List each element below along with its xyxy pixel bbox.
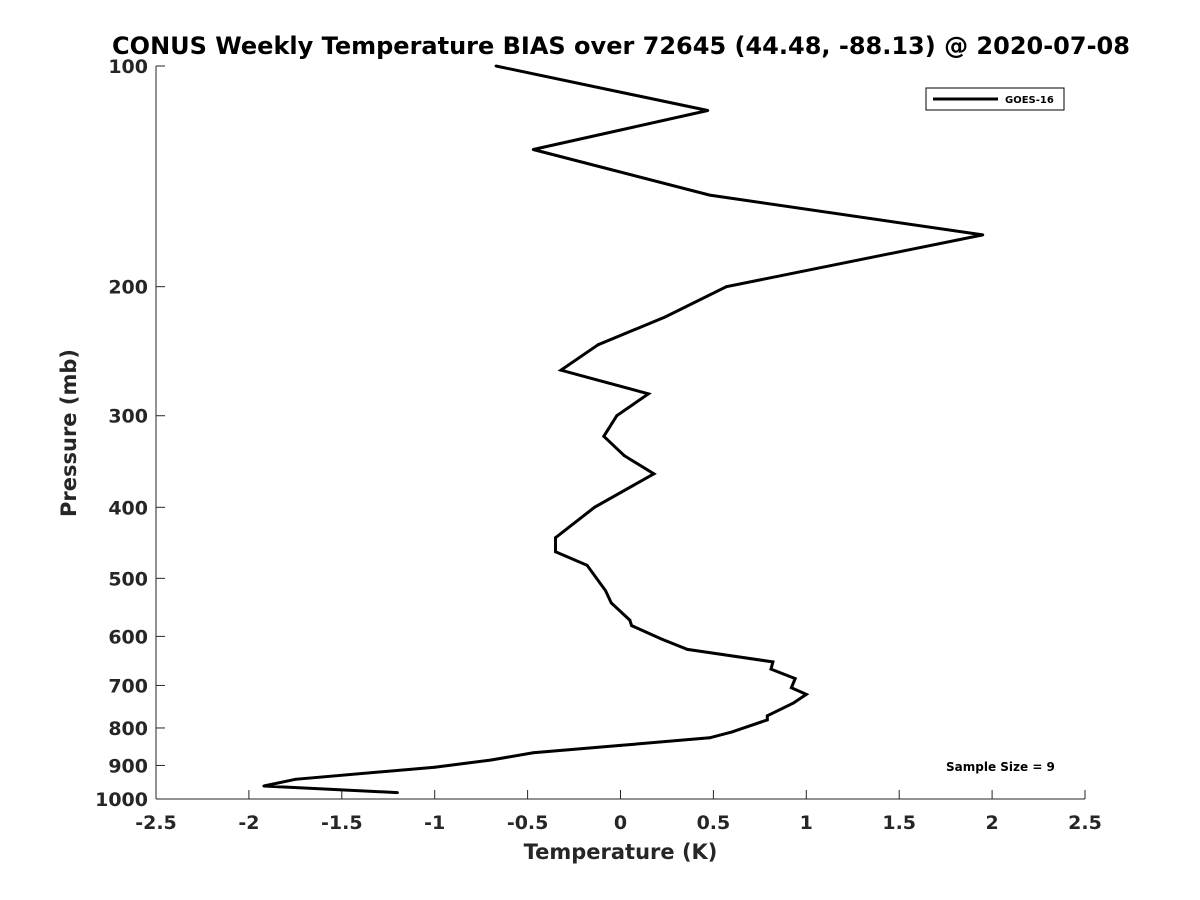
data-point (652, 472, 656, 476)
data-point (981, 233, 985, 237)
data-point (604, 589, 607, 593)
data-point (765, 718, 769, 722)
x-tick-label: -1 (424, 812, 445, 834)
x-axis-ticks: -2.5 -2 -1.5 -1 -0.5 0 0.5 1 1.5 2 2.5 (135, 790, 1102, 834)
y-tick-label: 700 (108, 675, 148, 697)
y-tick-label: 100 (108, 56, 148, 78)
data-point (660, 637, 663, 641)
x-tick-label: 2.5 (1068, 812, 1102, 834)
x-tick-label: -0.5 (507, 812, 549, 834)
x-tick-label: 1.5 (882, 812, 916, 834)
data-point (554, 536, 557, 540)
data-point (585, 563, 589, 567)
data-point (494, 64, 498, 68)
x-tick-label: 0 (614, 812, 627, 834)
y-tick-label: 500 (108, 568, 148, 590)
data-point (804, 693, 808, 696)
data-point (596, 343, 600, 347)
data-point (433, 765, 437, 769)
chart-title: CONUS Weekly Temperature BIAS over 72645… (112, 32, 1130, 60)
data-point (790, 686, 793, 690)
data-point (663, 315, 667, 319)
data-point (559, 368, 563, 372)
data-point (554, 550, 557, 554)
data-point (765, 714, 769, 718)
x-tick-label: 1 (800, 812, 813, 834)
y-tick-label: 1000 (95, 789, 148, 811)
data-point (615, 414, 619, 418)
data-point (489, 758, 492, 762)
data-point (708, 736, 712, 740)
x-tick-label: -2.5 (135, 812, 177, 834)
data-point (791, 701, 795, 705)
series-line-goes-16 (263, 64, 984, 795)
data-point (647, 392, 650, 396)
data-point (619, 744, 622, 747)
y-axis-label: Pressure (mb) (57, 349, 81, 517)
data-point (609, 601, 613, 605)
data-point (593, 505, 596, 509)
data-point (793, 677, 797, 680)
data-point (708, 193, 712, 197)
x-axis-label: Temperature (K) (524, 840, 718, 864)
x-tick-label: -2 (238, 812, 259, 834)
data-point (730, 730, 734, 734)
data-point (725, 285, 728, 289)
data-point (531, 148, 535, 151)
sample-size-annotation: Sample Size = 9 (946, 760, 1055, 774)
x-tick-label: 2 (985, 812, 998, 834)
data-point (622, 454, 626, 457)
y-tick-label: 200 (108, 277, 148, 299)
y-tick-label: 600 (108, 626, 148, 648)
data-point (396, 791, 399, 794)
y-tick-label: 300 (108, 406, 148, 428)
data-point (531, 751, 535, 755)
data-point (262, 784, 266, 788)
data-point (602, 434, 606, 438)
y-tick-label: 400 (108, 497, 148, 519)
x-tick-label: -1.5 (321, 812, 363, 834)
axes (155, 66, 1085, 800)
legend: GOES-16 (925, 87, 1065, 111)
y-axis-ticks: 100 200 300 400 500 600 700 800 900 1000 (95, 56, 165, 811)
data-point (628, 618, 632, 622)
y-tick-label: 900 (108, 755, 148, 777)
data-point (706, 109, 710, 112)
legend-label-goes-16: GOES-16 (1005, 95, 1054, 106)
series-points (262, 64, 985, 794)
data-point (686, 648, 689, 651)
data-point (294, 777, 297, 781)
data-point (630, 624, 633, 627)
data-point (769, 667, 773, 671)
x-tick-label: 0.5 (697, 812, 731, 834)
y-tick-label: 800 (108, 718, 148, 740)
data-point (771, 660, 775, 664)
